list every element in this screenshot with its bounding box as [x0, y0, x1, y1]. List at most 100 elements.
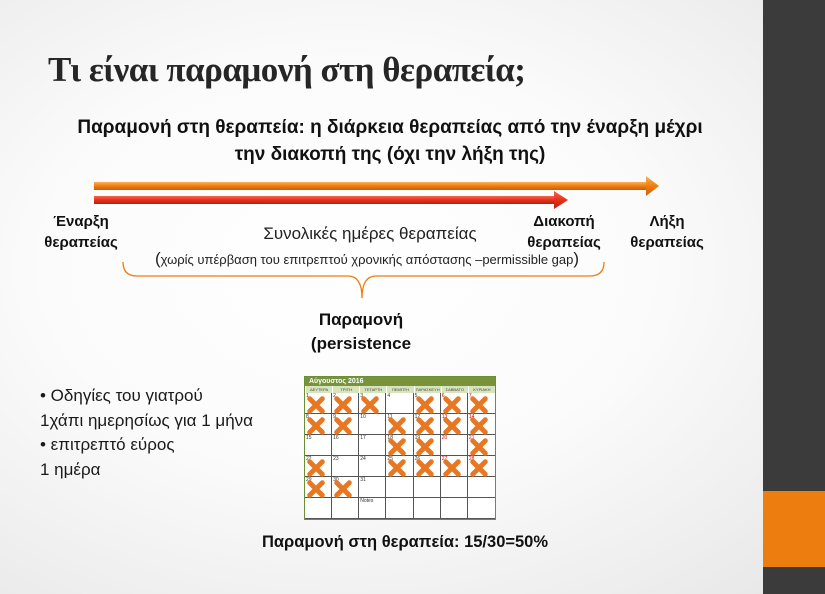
calendar-day-cell — [305, 498, 333, 519]
calendar-day-cell: 12 — [413, 414, 441, 435]
calendar-weekday: ΔΕΥΤΕΡΑ — [305, 386, 333, 393]
calendar-day-cell: 19 — [413, 435, 441, 456]
calendar-day-number: 11 — [387, 414, 393, 420]
pill-taken-x-icon — [470, 459, 488, 477]
calendar-weekday: ΤΕΤΑΡΤΗ — [359, 386, 387, 393]
calendar-day-cell — [332, 498, 360, 519]
calendar-weekday: ΠΑΡΑΣΚΕΥΗ — [413, 386, 441, 393]
pill-taken-x-icon — [442, 417, 461, 435]
calendar-day-cell: 21 — [467, 435, 495, 456]
calendar-day-cell: 9 — [332, 414, 360, 435]
calendar-day-number: 23 — [333, 456, 339, 462]
calendar-day-cell — [467, 477, 495, 498]
calendar-day-cell: 24 — [359, 456, 387, 477]
start-label-line2: θεραπείας — [44, 234, 118, 251]
august-calendar: Αύγουστος 2016 ΔΕΥΤΕΡΑ ΤΡΙΤΗ ΤΕΤΑΡΤΗ ΠΕΜΠΤΗ… — [304, 376, 496, 520]
calendar-day-number: 25 — [387, 456, 393, 462]
calendar-weekday: ΣΑΒΒΑΤΟ — [440, 386, 468, 393]
calendar-day-number: 28 — [468, 456, 475, 462]
calendar-day-cell: 28 — [467, 456, 495, 477]
slide-title: Τι είναι παραμονή στη θεραπεία; — [48, 50, 526, 89]
calendar-day-cell: 7 — [467, 393, 495, 414]
persistence-arrow — [94, 191, 568, 209]
end-label-line2: θεραπείας — [630, 234, 704, 251]
pill-taken-x-icon — [415, 438, 434, 456]
calendar-day-cell: 27 — [440, 456, 468, 477]
calendar-day-cell: 6 — [440, 393, 468, 414]
timeline-arrows — [94, 176, 659, 209]
calendar-day-cell: 31 — [359, 477, 387, 498]
start-label: Έναρξη θεραπείας — [36, 211, 126, 253]
pill-taken-x-icon — [442, 459, 461, 477]
pill-taken-x-icon — [334, 417, 352, 435]
calendar-day-number: 2 — [333, 393, 336, 399]
pill-taken-x-icon — [415, 417, 434, 435]
end-label-line1: Λήξη — [649, 213, 685, 230]
pill-taken-x-icon — [442, 396, 461, 414]
calendar-day-cell: 2 — [332, 393, 360, 414]
calendar-day-cell: 18 — [386, 435, 414, 456]
pill-taken-x-icon — [307, 396, 325, 414]
calendar-day-number: 7 — [468, 393, 472, 399]
calendar-day-cell — [386, 498, 414, 519]
calendar-day-cell: 1 — [305, 393, 333, 414]
doctor-instructions: • Οδηγίες του γιατρού 1χάπι ημερησίως γι… — [40, 384, 253, 482]
pill-taken-x-icon — [415, 396, 434, 414]
pill-taken-x-icon — [334, 480, 352, 498]
calendar-weekday: ΚΥΡΙΑΚΗ — [467, 386, 495, 393]
calendar-day-number: 5 — [414, 393, 418, 399]
stop-label: Διακοπή θεραπείας — [519, 211, 609, 253]
pill-taken-x-icon — [388, 417, 407, 435]
calendar-day-number: 4 — [387, 393, 391, 399]
calendar-day-number: 16 — [333, 435, 339, 441]
calendar-day-number: 8 — [306, 414, 309, 420]
calendar-day-cell: 10 — [359, 414, 387, 435]
instruction-line-3: • επιτρεπτό εύρος — [40, 435, 175, 454]
permissible-gap-note: (χωρίς υπέρβαση του επιτρεπτού χρονικής … — [127, 249, 607, 269]
calendar-day-number: 19 — [414, 435, 421, 441]
calendar-day-number: 29 — [306, 477, 312, 483]
calendar-day-cell: 8 — [305, 414, 333, 435]
calendar-day-cell — [413, 498, 441, 519]
instruction-line-2: 1χάπι ημερησίως για 1 μήνα — [40, 410, 253, 430]
calendar-day-cell — [467, 498, 495, 519]
calendar-day-number: 31 — [360, 477, 366, 483]
sidebar-orange-accent — [763, 491, 825, 567]
calendar-day-number: 20 — [441, 435, 448, 441]
calendar-day-cell: 4 — [386, 393, 414, 414]
gap-note-text: χωρίς υπέρβαση του επιτρεπτού χρονικής α… — [160, 252, 574, 267]
calendar-day-number: 3 — [360, 393, 364, 399]
calendar-day-number: 12 — [414, 414, 421, 420]
calendar-day-cell: 16 — [332, 435, 360, 456]
calendar-day-number: 24 — [360, 456, 366, 462]
calendar-weekday: ΠΕΜΠΤΗ — [386, 386, 414, 393]
stop-label-line2: θεραπείας — [527, 234, 601, 251]
instruction-line-1: • Οδηγίες του γιατρού — [40, 386, 203, 405]
start-label-line1: Έναρξη — [53, 213, 109, 230]
calendar-day-cell: 30 — [332, 477, 360, 498]
calendar-day-number: 1 — [306, 393, 309, 399]
pill-taken-x-icon — [307, 480, 325, 498]
calendar-weekdays: ΔΕΥΤΕΡΑ ΤΡΙΤΗ ΤΕΤΑΡΤΗ ΠΕΜΠΤΗ ΠΑΡΑΣΚΕΥΗ ΣΑΒΒΑΤ… — [305, 386, 495, 393]
end-label: Λήξη θεραπείας — [622, 211, 712, 253]
calendar-day-cell: 3 — [359, 393, 387, 414]
calendar-day-cell — [413, 477, 441, 498]
pill-taken-x-icon — [388, 459, 407, 477]
calendar-day-cell — [386, 477, 414, 498]
calendar-day-number: 27 — [441, 456, 448, 462]
pill-taken-x-icon — [470, 438, 488, 456]
calendar-day-cell: 15 — [305, 435, 333, 456]
calendar-day-number: 17 — [360, 435, 366, 441]
pill-taken-x-icon — [470, 417, 488, 435]
pill-taken-x-icon — [388, 438, 407, 456]
full-treatment-arrow — [94, 176, 659, 196]
calendar-day-number: 26 — [414, 456, 421, 462]
calendar-day-cell: Notes — [359, 498, 387, 519]
calendar-day-number: 21 — [468, 435, 475, 441]
definition-text: Παραμονή στη θεραπεία: η διάρκεια θεραπε… — [77, 117, 703, 165]
calendar-day-cell: 23 — [332, 456, 360, 477]
calendar-day-number: 9 — [333, 414, 336, 420]
pill-taken-x-icon — [415, 459, 434, 477]
calendar-day-cell: 22 — [305, 456, 333, 477]
calendar-day-cell: 11 — [386, 414, 414, 435]
